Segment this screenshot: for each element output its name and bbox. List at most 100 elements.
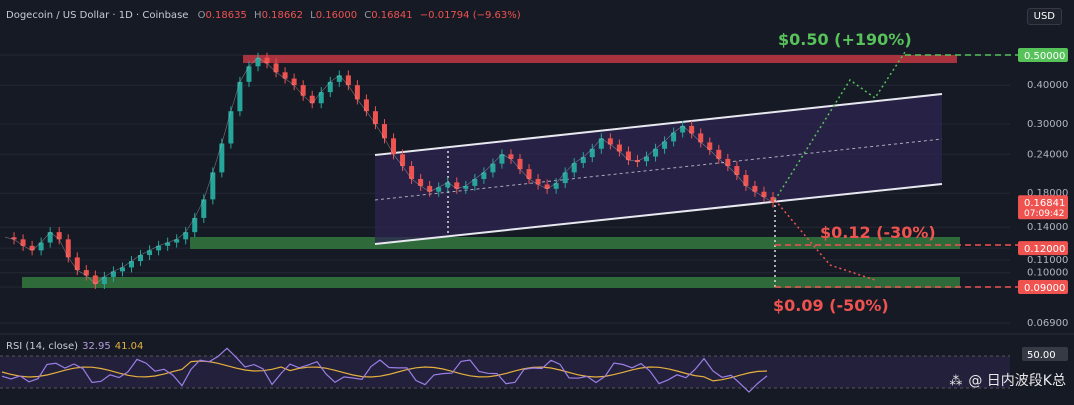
- candle-body: [409, 166, 415, 179]
- candle-body: [29, 245, 35, 251]
- candle-body: [400, 154, 406, 167]
- candle-body: [607, 138, 613, 145]
- y-axis-tick-label: 0.14000: [1027, 222, 1068, 233]
- price-line: [4, 57, 774, 285]
- candle-body: [345, 75, 351, 86]
- y-axis-tick-label: 0.30000: [1027, 119, 1068, 130]
- price-channel: [375, 94, 942, 244]
- candle-body: [309, 95, 315, 104]
- candle-body: [282, 72, 288, 79]
- candle-body: [625, 151, 631, 161]
- candle-body: [264, 57, 270, 64]
- candle-body: [47, 232, 53, 243]
- rsi-title: RSI (14, close): [6, 341, 79, 352]
- candle-body: [336, 75, 342, 82]
- candle-body: [38, 242, 44, 251]
- candle-body: [508, 154, 514, 159]
- candle-body: [662, 141, 668, 149]
- candle-body: [716, 149, 722, 159]
- rsi-value: 32.95: [82, 341, 111, 352]
- channel-upper-line: [374, 93, 943, 156]
- candle-body: [734, 166, 740, 175]
- candle-body: [526, 169, 532, 179]
- candle-body: [472, 178, 478, 186]
- candle-body: [110, 271, 116, 277]
- support-zone-2: [22, 277, 960, 288]
- rsi-legend: RSI (14, close) 32.95 41.04: [6, 341, 143, 352]
- candle-body: [201, 199, 207, 218]
- candle-body: [20, 239, 26, 246]
- candle-body: [246, 66, 252, 82]
- price-label-bg: [1018, 280, 1068, 294]
- watermark-logo-icon: ⁂: [949, 374, 963, 389]
- symbol-title: Dogecoin / US Dollar · 1D · Coinbase: [6, 10, 189, 21]
- bull-projection: [774, 51, 906, 201]
- candle-body: [680, 125, 686, 133]
- candle-body: [354, 85, 360, 100]
- candle-body: [273, 63, 279, 73]
- candle-body: [11, 237, 17, 240]
- candle-body: [228, 111, 234, 144]
- candle-body: [544, 184, 550, 189]
- candle-body: [725, 158, 731, 167]
- open-value: 0.18635: [205, 10, 247, 21]
- candle-body: [291, 78, 297, 86]
- candle-body: [101, 276, 107, 285]
- currency-button[interactable]: USD: [1026, 8, 1062, 25]
- candle-body: [318, 92, 324, 104]
- channel-lower-line: [374, 183, 943, 245]
- candle-body: [147, 250, 153, 256]
- price-label-bg: [1018, 48, 1068, 62]
- candle-body: [499, 154, 505, 164]
- target-annotation: $0.09 (-50%): [773, 296, 889, 315]
- candle-body: [761, 191, 767, 198]
- high-label: H: [254, 10, 262, 21]
- open-label: O: [197, 10, 206, 21]
- candle-body: [183, 232, 189, 240]
- candle-body: [598, 138, 604, 149]
- high-value: 0.18662: [261, 10, 303, 21]
- candle-body: [128, 261, 134, 268]
- watermark-text: @ 日内波段K总: [968, 373, 1066, 389]
- candle-body: [653, 148, 659, 157]
- ohlc-header: Dogecoin / US Dollar · 1D · Coinbase O0.…: [6, 10, 521, 21]
- price-label: 0.12000: [1024, 244, 1065, 255]
- candle-body: [671, 132, 677, 142]
- candle-body: [83, 270, 89, 276]
- candle-body: [481, 172, 487, 179]
- candle-body: [571, 163, 577, 173]
- candle-body: [300, 85, 306, 96]
- candle-body: [553, 183, 559, 189]
- candle-body: [363, 99, 369, 112]
- candle-body: [391, 138, 397, 155]
- candle-body: [219, 143, 225, 173]
- y-axis-tick-label: 0.40000: [1027, 80, 1068, 91]
- candle-body: [381, 124, 387, 139]
- price-label: 0.50000: [1024, 51, 1065, 62]
- candle-body: [490, 163, 496, 173]
- rsi-tick-bg: [1022, 347, 1068, 361]
- candle-body: [156, 245, 162, 251]
- target-annotation: $0.50 (+190%): [778, 30, 912, 49]
- price-label-bg: [1018, 195, 1068, 220]
- candle-body: [192, 217, 198, 233]
- rsi-ma-value: 41.04: [114, 341, 144, 352]
- channel-mid-line: [374, 138, 943, 201]
- candle-body: [698, 133, 704, 143]
- candle-body: [372, 111, 378, 125]
- candle-body: [535, 178, 541, 185]
- resistance-zone: [243, 55, 957, 63]
- candle-body: [65, 239, 71, 258]
- candle-body: [418, 178, 424, 186]
- candle-body: [92, 275, 98, 285]
- price-label: 0.16841: [1024, 198, 1065, 209]
- candle-body: [707, 142, 713, 150]
- rsi-line: [1, 347, 768, 393]
- candle-body: [743, 174, 749, 186]
- y-axis-tick-label: 0.11000: [1027, 255, 1068, 266]
- candle-body: [752, 185, 758, 192]
- y-axis-tick-label: 0.06900: [1027, 318, 1068, 329]
- candle-body: [454, 182, 460, 189]
